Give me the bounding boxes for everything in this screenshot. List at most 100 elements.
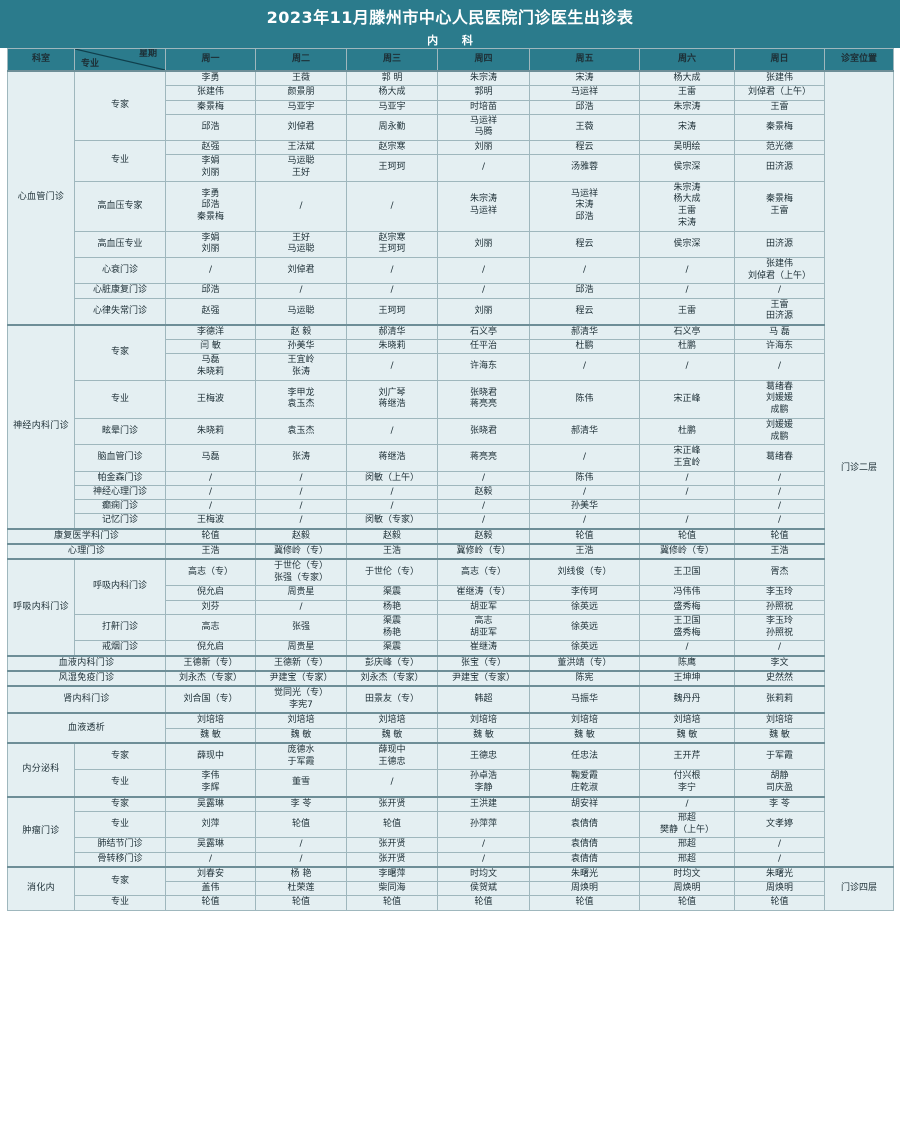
day-cell-7: 秦景梅 王雷 bbox=[734, 180, 825, 232]
specialty-cell: 专家 bbox=[74, 70, 166, 142]
table-row: 戒烟门诊 倪允启 周贵星 渠震 崔继涛 徐英远 / / bbox=[8, 640, 894, 657]
day-cell-7: / bbox=[734, 499, 825, 515]
day-cell-5: / bbox=[529, 256, 640, 285]
day-cell-5: 胡安祥 bbox=[529, 796, 640, 812]
day-cell-2: 王薇 bbox=[255, 70, 347, 87]
table-row: 骨转移门诊 / / 张开贤 / 袁倩倩 邢超 / bbox=[8, 851, 894, 868]
day-cell-2: / bbox=[255, 283, 347, 299]
day-cell-3: 张开贤 bbox=[346, 851, 438, 868]
day-cell-5: 王浩 bbox=[529, 543, 640, 560]
day-cell-6: / bbox=[639, 256, 735, 285]
day-cell-6: 宋正峰 bbox=[639, 379, 735, 419]
subtitle-bar: 内 科 bbox=[0, 31, 900, 48]
day-cell-5: 袁倩倩 bbox=[529, 851, 640, 868]
day-cell-3: 周永勤 bbox=[346, 113, 438, 142]
specialty-cell: 心律失常门诊 bbox=[74, 297, 166, 326]
day-cell-5: 邱浩 bbox=[529, 283, 640, 299]
day-cell-5: 徐英远 bbox=[529, 613, 640, 642]
day-cell-6: 魏丹丹 bbox=[639, 685, 735, 714]
day-cell-4: 张宝（专） bbox=[437, 655, 530, 672]
day-cell-4: 时培苗 bbox=[437, 99, 530, 115]
day-cell-4: 石义亭 bbox=[437, 324, 530, 341]
day-cell-5: 轮值 bbox=[529, 528, 640, 545]
table-row: 专业 王梅波 李甲龙 袁玉杰 刘广琴 蒋继浩 张晓君 蒋亮亮 陈伟 宋正峰 葛绪春 刘媛媛 成鹏 bbox=[8, 379, 894, 419]
day-cell-2: / bbox=[255, 837, 347, 853]
day-cell-6: 吴明绘 bbox=[639, 140, 735, 156]
day-cell-6: / bbox=[639, 640, 735, 657]
day-cell-2: 张涛 bbox=[255, 444, 347, 472]
table-row: 心脏康复门诊 邱浩 / / / 邱浩 / / bbox=[8, 283, 894, 299]
day-cell-7: 张建伟 bbox=[734, 70, 825, 87]
col-header-sat: 周六 bbox=[639, 48, 735, 72]
table-row: 肾内科门诊 刘合国（专） 觉同光（专） 李宪7 田景友（专） 韩超 马振华 魏丹丹 张莉莉 bbox=[7, 685, 894, 714]
day-cell-7: / bbox=[734, 837, 825, 853]
day-cell-4: / bbox=[437, 470, 530, 486]
specialty-cell: 专家 bbox=[74, 742, 166, 771]
day-cell-4: 崔继涛（专） bbox=[437, 585, 530, 601]
table-row: 打鼾门诊 高志 张强 渠震 杨艳 高志 胡亚军 徐英远 王卫国 盛秀梅 李玉玲 孙照祝 bbox=[8, 613, 894, 642]
table-row: 心律失常门诊 赵强 马运聪 王珂珂 刘丽 程云 王雷 王雷 田济源 bbox=[8, 297, 894, 326]
day-cell-1: / bbox=[165, 851, 256, 868]
day-cell-4: 赵毅 bbox=[437, 484, 530, 501]
day-cell-7: 葛绪春 刘媛媛 成鹏 bbox=[734, 379, 825, 419]
day-cell-3: 王珂珂 bbox=[346, 154, 438, 182]
table-row: 专业 刘萍 轮值 轮值 孙萍萍 袁倩倩 邢超 樊静（上午） 文孝婷 bbox=[8, 810, 894, 839]
day-cell-6: 王雷 bbox=[639, 85, 735, 101]
day-cell-6: / bbox=[639, 796, 735, 812]
table-row: 专业 赵强 王法斌 赵宗寒 刘丽 程云 吴明绘 范光德 bbox=[8, 140, 894, 182]
dept-cell: 心血管门诊 bbox=[7, 70, 75, 326]
day-cell-5: 邱浩 bbox=[529, 99, 640, 115]
day-cell-4: 冀修岭（专） bbox=[437, 543, 530, 560]
day-cell-7: 孙照祝 bbox=[734, 599, 825, 615]
day-cell-6: 王雷 bbox=[639, 297, 735, 326]
day-cell-5: 陈宪 bbox=[529, 670, 640, 687]
table-row: 神经心理门诊 / / / 赵毅 / / / bbox=[8, 484, 894, 501]
day-cell-3: 王珂珂 bbox=[346, 297, 438, 326]
day-cell-7: 张建伟 刘倬君（上午） bbox=[734, 256, 825, 285]
day-cell-6: 王卫国 bbox=[639, 558, 735, 587]
day-cell-1: 邱浩 bbox=[165, 283, 256, 299]
day-cell-5: 鞠爱霞 庄乾淑 bbox=[529, 769, 640, 798]
day-cell-1: 高志（专） bbox=[165, 558, 256, 587]
day-cell-4: / bbox=[437, 256, 530, 285]
day-cell-1: 刘春安 bbox=[165, 866, 256, 883]
day-cell-1: / bbox=[165, 470, 256, 486]
day-cell-3: 薛现中 王德忠 bbox=[346, 742, 438, 771]
day-cell-5: 汤雅蓉 bbox=[529, 154, 640, 182]
day-cell-4: / bbox=[437, 837, 530, 853]
day-cell-6: 宋涛 bbox=[639, 113, 735, 142]
dept-cell: 心理门诊 bbox=[7, 543, 166, 560]
day-cell-3: 渠震 bbox=[346, 585, 438, 601]
day-cell-1: 王梅波 bbox=[165, 513, 256, 530]
day-cell-3: 赵毅 bbox=[346, 528, 438, 545]
day-cell-3: 马亚宇 bbox=[346, 99, 438, 115]
day-cell-6: 杨大成 bbox=[639, 70, 735, 87]
day-cell-6: / bbox=[639, 484, 735, 501]
table-body: 心血管门诊 专家 李勇 王薇郭 明朱宗涛 宋涛 杨大成 张建伟 门诊二层 张建伟 颜景朋 杨大成 郭明… bbox=[7, 70, 894, 911]
day-cell-3: 渠震 杨艳 bbox=[346, 613, 438, 642]
table-row: 血液透析 刘培培 刘培培 刘培培 刘培培 刘培培 刘培培 刘培培 bbox=[7, 712, 894, 744]
day-cell-1: 李勇 bbox=[165, 70, 256, 87]
day-cell-2: / bbox=[255, 484, 347, 501]
day-cell-7: 秦景梅 bbox=[734, 113, 825, 142]
day-cell-5: 徐英远 bbox=[529, 599, 640, 615]
day-cell-2: 董雪 bbox=[255, 769, 347, 798]
day-cell-3: / bbox=[346, 180, 438, 232]
day-cell-4: 孙萍萍 bbox=[437, 810, 530, 839]
day-cell-3: 张开贤 bbox=[346, 837, 438, 853]
day-cell-6: 付兴根 李宁 bbox=[639, 769, 735, 798]
day-cell-4: 尹建宝（专家） bbox=[437, 670, 530, 687]
day-cell-4: 朱宗涛 bbox=[437, 70, 530, 87]
day-cell-7: 李玉玲 孙照祝 bbox=[734, 613, 825, 642]
table-row: 癫痫门诊 / / / / 孙美华 / bbox=[8, 499, 894, 515]
day-cell-2: 王宜岭 张涛 bbox=[255, 353, 347, 381]
table-row: 消化内 专家 刘春安杨 艳李曙萍 时均文 朱曙光 时均文 朱曙光 门诊四层 bbox=[7, 866, 894, 911]
day-cell-7: 李文 bbox=[734, 655, 825, 672]
day-cell-1: / bbox=[165, 484, 256, 501]
day-cell-3: 李曙萍 bbox=[346, 866, 438, 883]
specialty-cell: 专业 bbox=[74, 769, 166, 798]
specialty-cell: 打鼾门诊 bbox=[74, 613, 166, 642]
day-cell-7: 田济源 bbox=[734, 230, 825, 258]
day-cell-6 bbox=[639, 499, 735, 515]
day-cell-7: 范光德 bbox=[734, 140, 825, 156]
